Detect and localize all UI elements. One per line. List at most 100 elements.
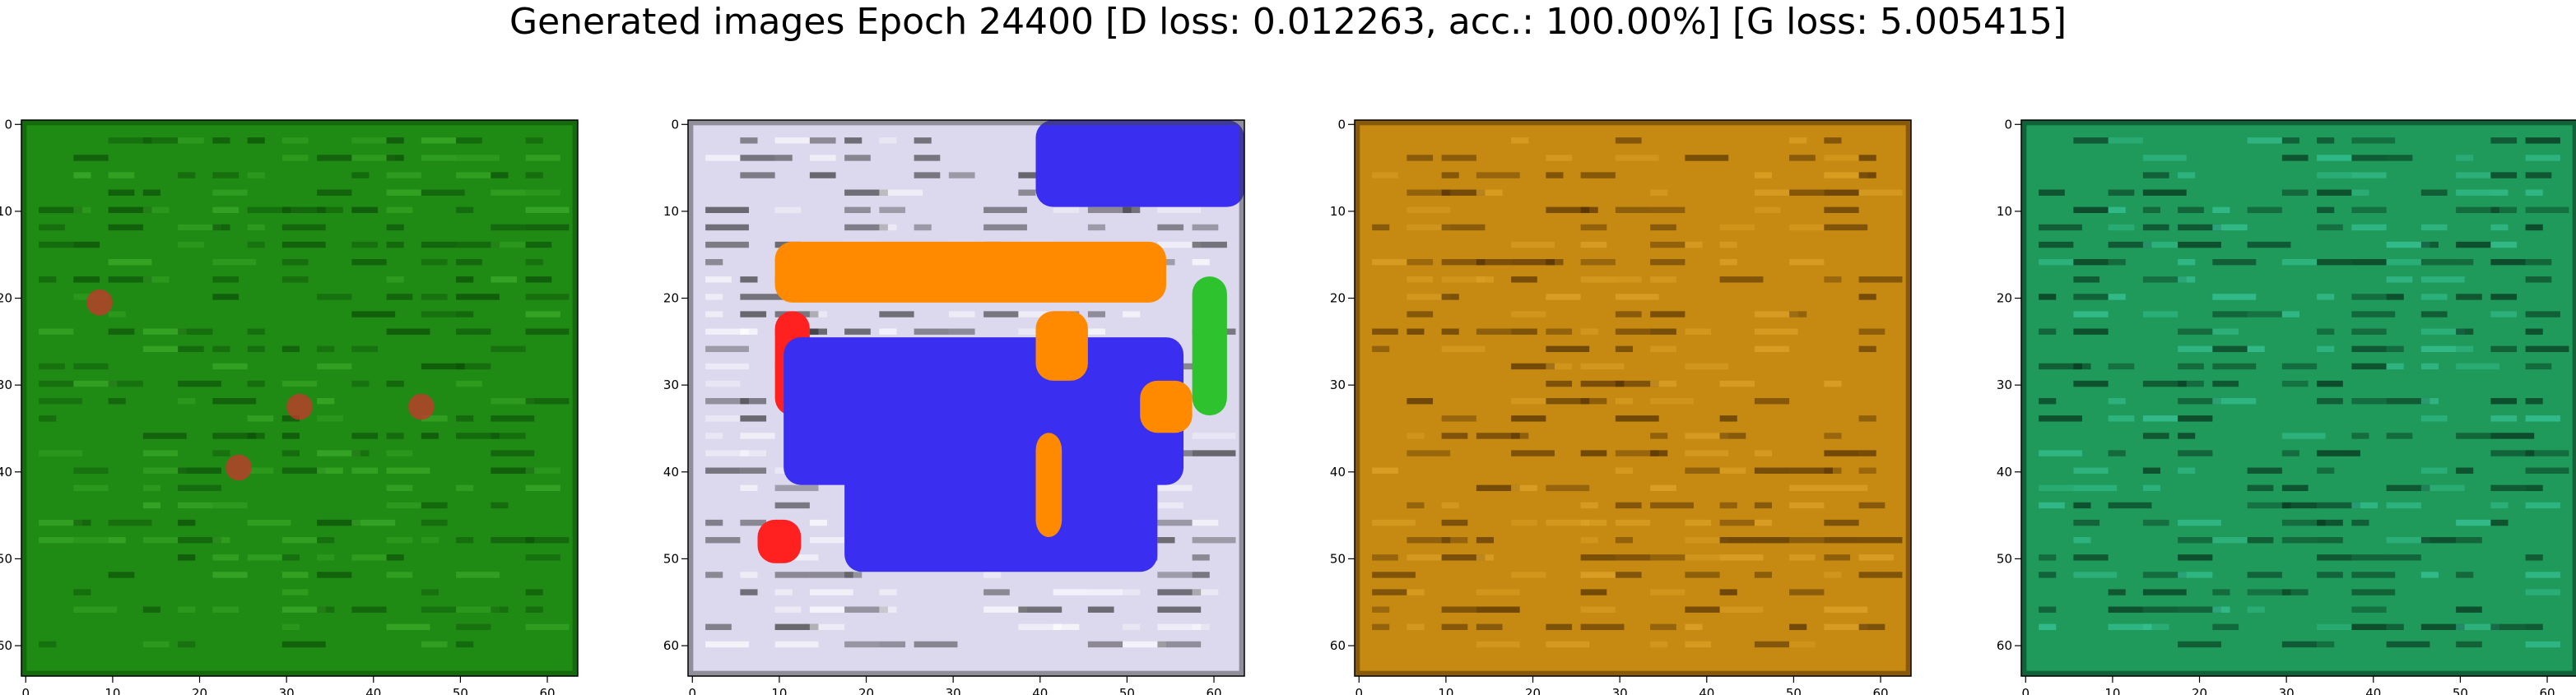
texture-streak [2039, 241, 2074, 248]
texture-streak [774, 554, 819, 561]
texture-streak [2420, 398, 2439, 405]
texture-streak [1546, 155, 1573, 161]
texture-streak [212, 363, 248, 370]
texture-streak [2073, 467, 2109, 474]
texture-streak [1754, 311, 1798, 317]
texture-streak [525, 241, 552, 248]
texture-streak [1018, 189, 1036, 196]
texture-streak [1192, 450, 1236, 456]
texture-streak [1858, 172, 1876, 178]
texture-streak [1650, 380, 1676, 387]
texture-streak [281, 137, 309, 144]
texture-streak [456, 380, 482, 387]
texture-streak [774, 641, 819, 648]
texture-streak [2490, 398, 2518, 405]
texture-streak [1580, 259, 1616, 266]
texture-streak [2351, 137, 2396, 144]
texture-streak [983, 224, 1027, 231]
texture-streak [1123, 641, 1166, 648]
texture-streak [1824, 537, 1859, 544]
texture-streak [983, 606, 1027, 613]
texture-streak [2490, 241, 2518, 248]
texture-streak [2212, 537, 2248, 544]
texture-streak [1580, 276, 1616, 283]
texture-streak [1511, 415, 1546, 422]
texture-streak [705, 467, 741, 474]
y-tick-label: 40 [663, 465, 679, 480]
texture-streak [1476, 623, 1503, 631]
texture-streak [1018, 311, 1053, 317]
texture-streak [178, 467, 221, 474]
texture-streak [247, 137, 265, 144]
y-tick-label: 50 [663, 551, 679, 566]
texture-streak [351, 172, 370, 178]
texture-streak [2351, 623, 2387, 631]
texture-streak [456, 311, 474, 317]
texture-streak [1546, 294, 1581, 300]
y-tick-label: 50 [1997, 551, 2012, 566]
texture-streak [73, 172, 91, 178]
texture-streak [1650, 554, 1686, 561]
red-spot [86, 289, 113, 316]
texture-streak [774, 137, 810, 144]
texture-streak [2420, 467, 2448, 474]
texture-streak [1719, 241, 1737, 248]
y-tick-label: 10 [1330, 204, 1346, 219]
texture-streak [705, 259, 723, 266]
texture-streak [1441, 537, 1468, 544]
texture-streak [456, 537, 474, 544]
texture-streak [1789, 189, 1825, 196]
texture-streak [2039, 554, 2057, 561]
image-panel-4: 0 10 20 30 40 50 60 0 10 20 30 40 50 60 [1997, 117, 2576, 695]
texture-streak [2142, 155, 2187, 161]
texture-streak [491, 172, 509, 178]
texture-streak [386, 484, 413, 492]
texture-streak [421, 363, 465, 370]
texture-streak [2386, 294, 2404, 300]
texture-streak [386, 189, 421, 196]
orange-stripe [1035, 433, 1062, 537]
texture-streak [491, 241, 526, 248]
texture-streak [2108, 206, 2126, 214]
y-tick-label: 50 [0, 551, 12, 566]
texture-streak [1650, 206, 1686, 214]
texture-streak [1372, 519, 1416, 526]
texture-streak [491, 433, 526, 439]
texture-streak [2456, 206, 2499, 214]
texture-streak [2456, 345, 2474, 353]
texture-streak [525, 224, 570, 231]
texture-streak [2525, 554, 2543, 561]
texture-streak [1685, 450, 1729, 456]
texture-streak [386, 502, 421, 509]
texture-streak [108, 276, 152, 283]
texture-streak [1580, 398, 1607, 405]
texture-streak [1754, 328, 1798, 335]
texture-streak [705, 155, 741, 161]
texture-streak [2281, 363, 2318, 370]
texture-streak [1407, 311, 1434, 317]
texture-streak [1407, 433, 1425, 439]
texture-streak [421, 433, 439, 439]
texture-streak [1476, 554, 1494, 561]
texture-streak [2142, 467, 2160, 474]
x-tick-label: 40 [1699, 686, 1714, 695]
texture-streak [2142, 519, 2169, 526]
texture-streak [2212, 363, 2257, 370]
texture-streak [2420, 189, 2448, 196]
texture-streak [705, 450, 749, 456]
texture-streak [1824, 467, 1842, 474]
texture-streak [178, 380, 221, 387]
texture-streak [1441, 172, 1459, 178]
texture-streak [1789, 554, 1816, 561]
y-tick-label: 30 [663, 378, 679, 392]
texture-streak [2039, 259, 2074, 266]
texture-streak [2178, 415, 2213, 422]
texture-streak [2212, 398, 2257, 405]
texture-streak [1615, 311, 1642, 317]
texture-streak [2281, 155, 2309, 161]
x-tick-label: 20 [2192, 686, 2207, 695]
texture-streak [212, 450, 230, 456]
y-tick-label: 40 [1330, 465, 1346, 480]
texture-streak [1192, 554, 1210, 561]
texture-streak [2420, 311, 2448, 317]
